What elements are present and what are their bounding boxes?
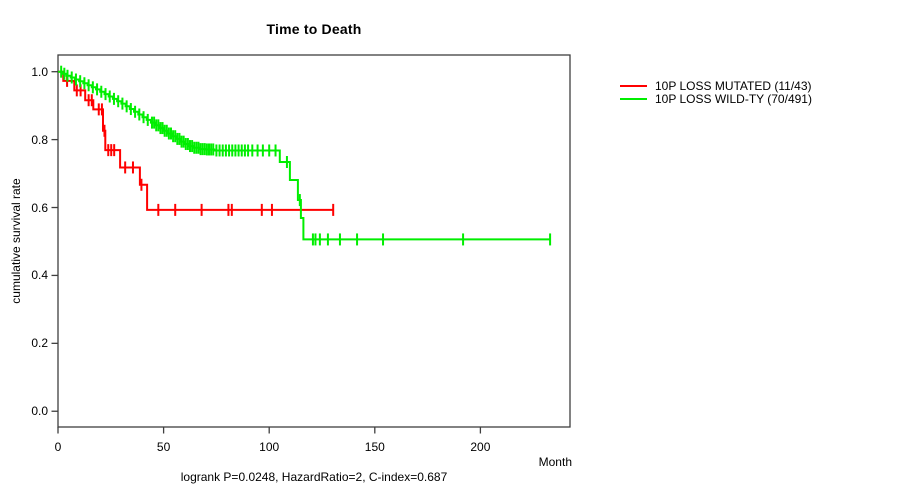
plot-box [57, 54, 571, 428]
legend: 10P LOSS MUTATED (11/43) 10P LOSS WILD-T… [620, 78, 812, 106]
legend-line-green [620, 97, 647, 100]
x-tick-label: 200 [470, 440, 491, 454]
x-tick-label: 50 [156, 440, 171, 454]
legend-line-red [620, 84, 647, 87]
km-curve [58, 70, 334, 211]
y-tick-label: 0.2 [31, 336, 48, 351]
legend-item-wildtype: 10P LOSS WILD-TY (70/491) [620, 91, 812, 106]
x-axis-label: Month [538, 455, 572, 469]
y-tick-label: 0.4 [31, 268, 48, 283]
x-tick-label: 100 [259, 440, 280, 454]
legend-label: 10P LOSS WILD-TY (70/491) [655, 91, 812, 106]
y-tick-label: 1.0 [31, 64, 48, 79]
y-axis-label: cumulative survival rate [9, 178, 23, 304]
y-tick-label: 0.0 [31, 404, 48, 419]
legend-item-mutated: 10P LOSS MUTATED (11/43) [620, 78, 812, 93]
legend-label: 10P LOSS MUTATED (11/43) [655, 78, 812, 93]
stats-footnote: logrank P=0.0248, HazardRatio=2, C-index… [180, 470, 448, 484]
km-curve [58, 70, 551, 241]
x-tick-label: 150 [364, 440, 385, 454]
chart-title: Time to Death [266, 21, 362, 37]
y-tick-label: 0.8 [31, 132, 48, 147]
y-tick-label: 0.6 [31, 200, 48, 215]
x-tick-label: 0 [54, 440, 62, 454]
